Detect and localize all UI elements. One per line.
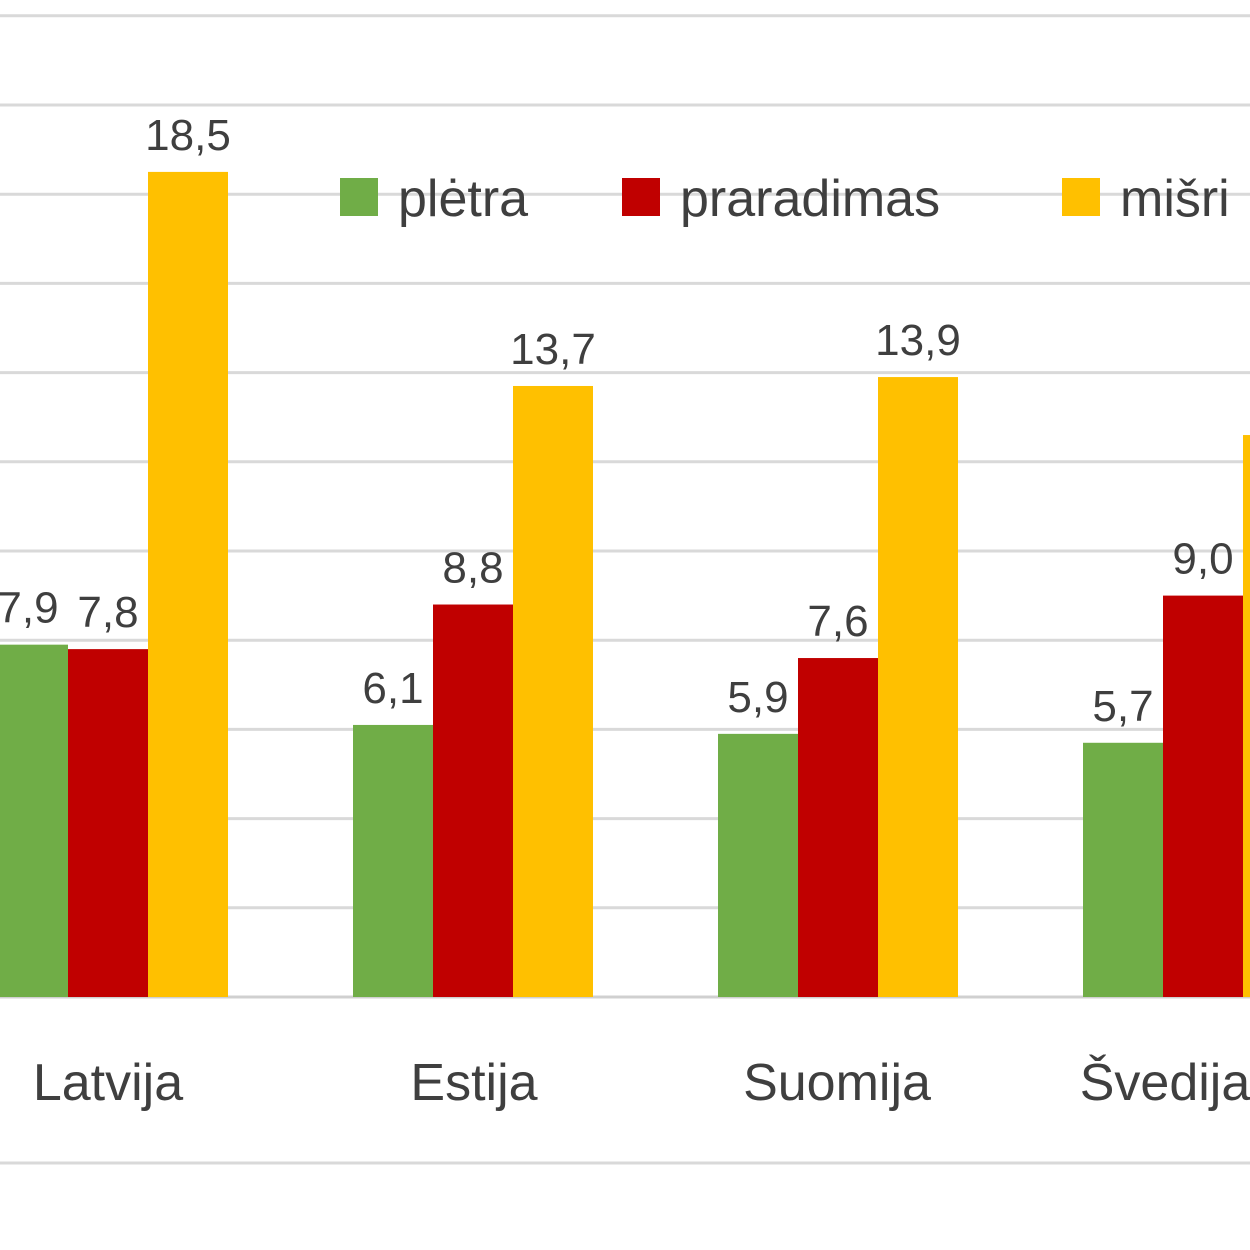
category-label-Suomija: Suomija: [743, 1054, 931, 1112]
bar-Latvija-plėtra: [0, 644, 68, 997]
value-label-Estija-plėtra: 6,1: [362, 664, 423, 713]
bar-Švedija-mišri: [1243, 435, 1250, 997]
legend-label-pletra: plėtra: [398, 170, 528, 228]
legend-swatch-praradimas: [622, 178, 660, 216]
category-labels: Latvija Estija Suomija Švedija: [33, 1054, 1250, 1112]
value-label-Suomija-praradimas: 7,6: [807, 597, 868, 646]
bar-Suomija-plėtra: [718, 733, 798, 997]
value-labels: 7,96,15,95,77,88,87,69,018,513,713,91: [0, 111, 1234, 731]
value-label-Latvija-plėtra: 7,9: [0, 584, 59, 633]
category-label-Estija: Estija: [410, 1054, 537, 1112]
legend-swatch-pletra: [340, 178, 378, 216]
bar-Estija-plėtra: [353, 724, 433, 997]
bars: [0, 171, 1250, 998]
bar-Estija-mišri: [513, 385, 593, 998]
value-label-Estija-mišri: 13,7: [510, 325, 596, 374]
bar-Švedija-praradimas: [1163, 595, 1243, 997]
category-label-Švedija: Švedija: [1080, 1054, 1250, 1112]
bar-Estija-praradimas: [433, 604, 513, 997]
value-label-Latvija-mišri: 18,5: [145, 111, 231, 160]
value-label-Estija-praradimas: 8,8: [442, 544, 503, 593]
legend-label-praradimas: praradimas: [680, 170, 940, 228]
legend-label-misri: mišri: [1120, 170, 1230, 228]
value-label-Suomija-plėtra: 5,9: [727, 673, 788, 722]
bar-Suomija-mišri: [878, 377, 958, 997]
category-label-Latvija: Latvija: [33, 1054, 183, 1112]
legend-swatch-misri: [1062, 178, 1100, 216]
bar-Švedija-plėtra: [1083, 742, 1163, 997]
legend: plėtra praradimas mišri: [340, 170, 1230, 228]
bar-Latvija-praradimas: [68, 649, 148, 997]
bar-Latvija-mišri: [148, 171, 228, 997]
value-label-Švedija-praradimas: 9,0: [1172, 535, 1233, 584]
bar-Suomija-praradimas: [798, 658, 878, 997]
value-label-Latvija-praradimas: 7,8: [77, 588, 138, 637]
value-label-Suomija-mišri: 13,9: [875, 316, 961, 365]
value-label-Švedija-plėtra: 5,7: [1092, 682, 1153, 731]
